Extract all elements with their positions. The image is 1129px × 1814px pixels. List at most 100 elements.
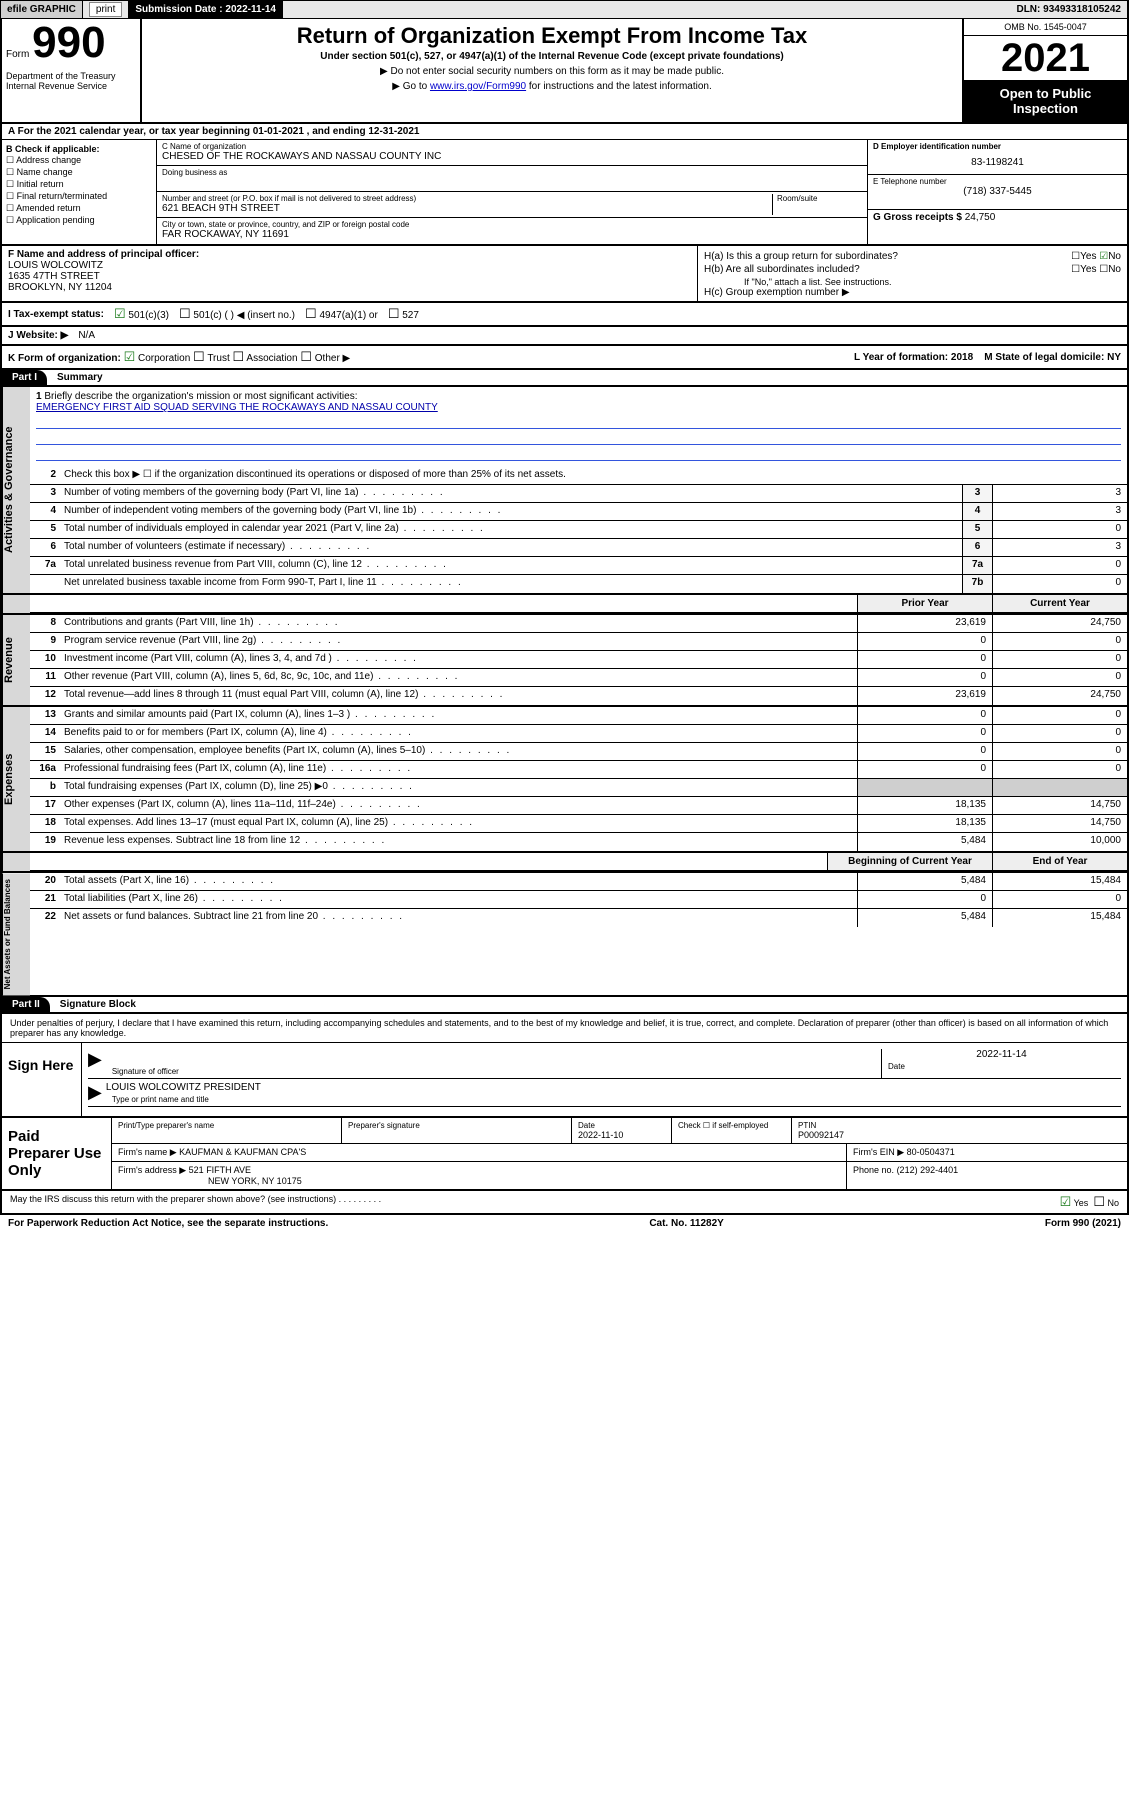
hb-yesno: Yes No	[1071, 264, 1121, 275]
cb-initial-return[interactable]: Initial return	[6, 179, 152, 190]
website-label: J Website: ▶	[8, 330, 68, 341]
hb-no-checkbox[interactable]	[1099, 264, 1108, 275]
footer-form: Form 990 (2021)	[1045, 1218, 1121, 1229]
netassets-body: 20Total assets (Part X, line 16)5,48415,…	[30, 873, 1127, 995]
org-name-value: CHESED OF THE ROCKAWAYS AND NASSAU COUNT…	[162, 151, 862, 162]
sig-arrow-icon	[88, 1049, 106, 1078]
col-begin-year: Beginning of Current Year	[827, 853, 992, 870]
prep-ptin-value: P00092147	[798, 1130, 844, 1140]
submission-date: Submission Date : 2022-11-14	[129, 1, 283, 18]
officer-addr2: BROOKLYN, NY 11204	[8, 282, 691, 293]
line-13: 13Grants and similar amounts paid (Part …	[30, 707, 1127, 725]
ein-label: D Employer identification number	[873, 142, 1122, 151]
cb-501c[interactable]	[179, 310, 191, 321]
city-cell: City or town, state or province, country…	[157, 218, 867, 244]
dba-label: Doing business as	[162, 168, 862, 177]
form-number: 990	[32, 18, 105, 67]
hb-yes-checkbox[interactable]	[1071, 264, 1080, 275]
prep-ptin-label: PTIN	[798, 1121, 1121, 1130]
room-label: Room/suite	[777, 194, 862, 203]
ha-yes-checkbox[interactable]	[1071, 251, 1080, 262]
year-formation: L Year of formation: 2018	[854, 352, 973, 363]
hb-note: If "No," attach a list. See instructions…	[704, 277, 1121, 287]
part2-header-row: Part II Signature Block	[0, 997, 1129, 1014]
footer-no-checkbox[interactable]	[1093, 1198, 1105, 1208]
row-a-taxyear: A For the 2021 calendar year, or tax yea…	[0, 124, 1129, 140]
tax-status-label: I Tax-exempt status:	[8, 309, 104, 320]
line-10: 10Investment income (Part VIII, column (…	[30, 651, 1127, 669]
line-16a: 16aProfessional fundraising fees (Part I…	[30, 761, 1127, 779]
cb-other[interactable]	[300, 353, 312, 364]
prep-row-1: Print/Type preparer's name Preparer's si…	[112, 1118, 1127, 1144]
cb-corporation[interactable]	[124, 353, 136, 364]
sign-here-row: Sign Here Signature of officer 2022-11-1…	[2, 1043, 1127, 1116]
col-f: F Name and address of principal officer:…	[2, 246, 697, 301]
footer-yes-checkbox[interactable]	[1060, 1198, 1072, 1208]
cb-final-return[interactable]: Final return/terminated	[6, 191, 152, 202]
section-cols-hdr: Prior Year Current Year	[0, 595, 1129, 615]
sig-line-2: LOUIS WOLCOWITZ PRESIDENT Type or print …	[88, 1082, 1121, 1107]
col-current-year: Current Year	[992, 595, 1127, 612]
sig-date-value: 2022-11-14	[882, 1049, 1121, 1060]
sig-name-label: Type or print name and title	[106, 1093, 1121, 1106]
dba-cell: Doing business as	[157, 166, 867, 192]
form-note-2: Go to www.irs.gov/Form990 for instructio…	[150, 81, 954, 92]
form-number-box: Form 990 Department of the Treasury Inte…	[2, 19, 142, 122]
cb-trust[interactable]	[193, 353, 205, 364]
form-subtitle: Under section 501(c), 527, or 4947(a)(1)…	[150, 51, 954, 62]
cb-amended-return[interactable]: Amended return	[6, 203, 152, 214]
city-value: FAR ROCKAWAY, NY 11691	[162, 229, 862, 240]
section-revenue: Revenue 8Contributions and grants (Part …	[0, 615, 1129, 707]
gross-value: 24,750	[965, 212, 996, 223]
ha-no-checkbox[interactable]	[1099, 251, 1108, 262]
tax-year: 2021	[964, 36, 1127, 80]
prep-selfemp-label: Check ☐ if self-employed	[678, 1121, 785, 1130]
sig-name-value: LOUIS WOLCOWITZ PRESIDENT	[106, 1082, 1121, 1093]
sig-arrow-icon-2	[88, 1082, 106, 1106]
officer-addr1: 1635 47TH STREET	[8, 271, 691, 282]
gov-line-4: 4Number of independent voting members of…	[30, 503, 1127, 521]
form-header: Form 990 Department of the Treasury Inte…	[0, 19, 1129, 124]
hb-label: H(b) Are all subordinates included?	[704, 264, 860, 275]
vtab-netassets: Net Assets or Fund Balances	[2, 873, 30, 995]
revenue-body: 8Contributions and grants (Part VIII, li…	[30, 615, 1127, 705]
form-title-box: Return of Organization Exempt From Incom…	[142, 19, 962, 122]
footer-cat: Cat. No. 11282Y	[649, 1218, 723, 1229]
cb-4947[interactable]	[305, 310, 317, 321]
prep-date-label: Date	[578, 1121, 665, 1130]
cols-header-row2: Beginning of Current Year End of Year	[30, 853, 1127, 871]
print-button[interactable]: print	[89, 2, 122, 17]
form-note-1: Do not enter social security numbers on …	[150, 66, 954, 77]
prep-row-3: Firm's address ▶ 521 FIFTH AVE NEW YORK,…	[112, 1162, 1127, 1189]
instructions-link[interactable]: www.irs.gov/Form990	[430, 81, 526, 92]
ein-value: 83-1198241	[873, 151, 1122, 168]
cb-association[interactable]	[233, 353, 245, 364]
part1-header-row: Part I Summary	[0, 370, 1129, 387]
cols-header-row: Prior Year Current Year	[30, 595, 1127, 613]
footer-discuss-row: May the IRS discuss this return with the…	[0, 1191, 1129, 1215]
cb-address-change[interactable]: Address change	[6, 155, 152, 166]
preparer-body: Print/Type preparer's name Preparer's si…	[112, 1118, 1127, 1189]
col-h: H(a) Is this a group return for subordin…	[697, 246, 1127, 301]
ha-row: H(a) Is this a group return for subordin…	[704, 251, 1121, 262]
footer-pra: For Paperwork Reduction Act Notice, see …	[8, 1218, 328, 1229]
footer-yesno: Yes No	[1060, 1194, 1119, 1210]
cb-application-pending[interactable]: Application pending	[6, 215, 152, 226]
cb-name-change[interactable]: Name change	[6, 167, 152, 178]
cb-501c3[interactable]	[114, 310, 126, 321]
sig-officer-label: Signature of officer	[106, 1065, 881, 1078]
cb-527[interactable]	[388, 310, 400, 321]
website-value: N/A	[78, 330, 95, 341]
col-end-year: End of Year	[992, 853, 1127, 870]
signature-fields: Signature of officer 2022-11-14 Date LOU…	[82, 1043, 1127, 1116]
sig-date-label: Date	[882, 1060, 1121, 1073]
form-org-label: K Form of organization:	[8, 353, 121, 364]
preparer-block: Paid Preparer Use Only Print/Type prepar…	[0, 1118, 1129, 1191]
gov-line-7a: 7aTotal unrelated business revenue from …	[30, 557, 1127, 575]
col-b-header: B Check if applicable:	[6, 144, 152, 154]
line-17: 17Other expenses (Part IX, column (A), l…	[30, 797, 1127, 815]
year-box: OMB No. 1545-0047 2021 Open to Public In…	[962, 19, 1127, 122]
officer-h-block: F Name and address of principal officer:…	[0, 246, 1129, 303]
address-value: 621 BEACH 9TH STREET	[162, 203, 772, 214]
firm-ein-label: Firm's EIN ▶	[853, 1147, 904, 1157]
